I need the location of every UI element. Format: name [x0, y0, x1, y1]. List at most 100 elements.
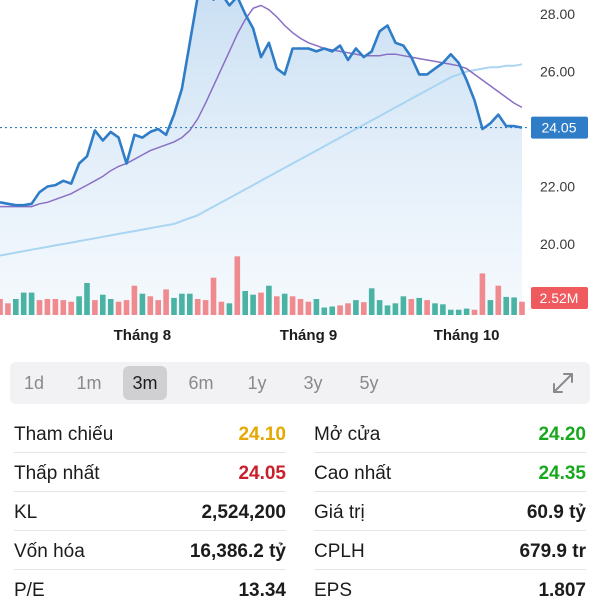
volume-bar [147, 296, 154, 315]
volume-bar [131, 285, 138, 315]
stat-label: Thấp nhất [14, 463, 100, 484]
stat-value: 13.34 [238, 580, 286, 600]
range-3y-button[interactable]: 3y [303, 373, 323, 393]
price-area [0, 0, 522, 315]
volume-bar [194, 299, 201, 315]
stat-value: 24.20 [538, 424, 586, 445]
volume-bar [471, 309, 478, 315]
range-1m-button[interactable]: 1m [76, 373, 102, 393]
x-tick-label: Tháng 9 [280, 327, 338, 344]
volume-bar [218, 301, 225, 315]
volume-bar [392, 303, 399, 315]
range-3m-button[interactable]: 3m [123, 366, 167, 400]
volume-bar [28, 292, 35, 315]
volume-bar [487, 300, 494, 315]
volume-bar [0, 299, 3, 315]
volume-bar [242, 291, 248, 315]
volume-bar [424, 300, 430, 315]
volume-bar [179, 293, 185, 315]
range-6m-button[interactable]: 6m [188, 373, 214, 393]
range-5y-button[interactable]: 5y [359, 373, 379, 393]
volume-bar [448, 309, 454, 315]
volume-bar [440, 304, 446, 315]
volume-bar [107, 299, 114, 315]
volume-bar [455, 309, 462, 315]
stat-row-market-cap: Vốn hóa 16,386.2 tỷ [14, 531, 286, 570]
expand-icon[interactable] [550, 370, 576, 396]
volume-bar [321, 307, 328, 315]
volume-bar [432, 303, 438, 315]
volume-bar [5, 303, 11, 315]
last-price-label: 24.05 [541, 120, 576, 136]
volume-bar [92, 300, 98, 315]
x-tick-label: Tháng 8 [114, 327, 172, 344]
volume-bar [297, 299, 304, 315]
volume-bar [274, 296, 280, 315]
ma-slow-line [0, 63, 523, 257]
volume-bar [376, 300, 383, 315]
stats-left-column: Tham chiếu 24.10 Thấp nhất 24.05 KL 2,52… [14, 414, 286, 600]
volume-bar [266, 285, 272, 315]
volume-bar [60, 300, 67, 315]
price-chart[interactable]: 28.0026.0024.0022.0020.0024.052.52MTháng… [0, 0, 600, 350]
volume-tag [531, 287, 588, 309]
time-range-selector: 1d 1m 3m 6m 1y 3y 5y [10, 362, 590, 404]
stat-row-shares: CPLH 679.9 tr [314, 531, 586, 570]
volume-bar [76, 296, 82, 315]
range-1d-button[interactable]: 1d [23, 373, 45, 393]
stat-value: 679.9 tr [519, 541, 586, 562]
volume-bar [511, 297, 517, 315]
volume-bar [353, 300, 359, 315]
volume-bar [171, 297, 177, 315]
stat-value: 24.05 [238, 463, 286, 484]
volume-bar [163, 289, 169, 315]
stat-row-low: Thấp nhất 24.05 [14, 453, 286, 492]
stat-row-high: Cao nhất 24.35 [314, 453, 586, 492]
x-tick-label: Tháng 10 [434, 327, 500, 344]
stat-value: 24.35 [538, 463, 586, 484]
stat-row-reference: Tham chiếu 24.10 [14, 414, 286, 453]
volume-bar [210, 277, 217, 315]
volume-bar [400, 296, 407, 315]
y-tick-label: 28.00 [540, 6, 575, 22]
stat-row-pe: P/E 13.34 [14, 570, 286, 600]
volume-bar [495, 285, 502, 315]
volume-bar [13, 299, 19, 315]
volume-bar [289, 296, 296, 315]
volume-bar [361, 302, 367, 315]
volume-bar [84, 283, 90, 315]
y-tick-label: 22.00 [540, 179, 575, 195]
stats-right-column: Mở cửa 24.20 Cao nhất 24.35 Giá trị 60.9… [314, 414, 586, 600]
volume-bar [281, 293, 288, 315]
stat-label: CPLH [314, 541, 365, 562]
volume-bar [187, 293, 193, 315]
stat-value: 1.807 [538, 580, 586, 600]
volume-bar [52, 299, 59, 315]
volume-bar [123, 300, 130, 315]
volume-bar [479, 273, 486, 315]
stat-row-eps: EPS 1.807 [314, 570, 586, 600]
stat-label: Cao nhất [314, 463, 392, 484]
volume-bar [463, 308, 470, 315]
volume-bar [202, 300, 209, 315]
stat-value: 2,524,200 [201, 502, 286, 523]
stat-label: Mở cửa [314, 424, 381, 445]
volume-label: 2.52M [540, 290, 579, 306]
range-1y-button[interactable]: 1y [247, 373, 267, 393]
stat-row-value: Giá trị 60.9 tỷ [314, 492, 586, 531]
ma-fast-line [0, 4, 523, 208]
volume-bar [503, 296, 509, 315]
volume-bar [44, 299, 51, 315]
last-price-tag [531, 116, 588, 139]
volume-bar [519, 301, 525, 315]
volume-bar [234, 256, 241, 315]
volume-bar [408, 299, 415, 315]
stat-value: 16,386.2 tỷ [189, 541, 286, 562]
volume-bar [345, 303, 351, 315]
volume-bar [100, 294, 106, 315]
volume-bar [368, 288, 375, 315]
y-tick-label: 26.00 [540, 64, 575, 80]
stat-label: Vốn hóa [14, 541, 85, 562]
volume-bar [68, 301, 74, 315]
price-line [0, 0, 523, 207]
